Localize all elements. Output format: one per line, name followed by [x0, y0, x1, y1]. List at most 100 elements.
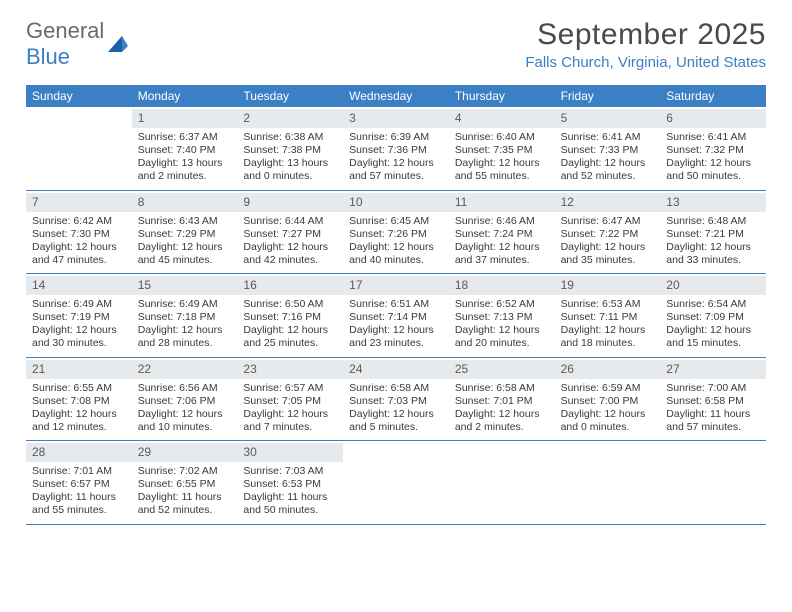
header: General Blue September 2025 Falls Church…: [26, 18, 766, 71]
month-title: September 2025: [525, 18, 766, 52]
sunset-text: Sunset: 7:19 PM: [32, 311, 126, 324]
sunset-text: Sunset: 7:33 PM: [561, 144, 655, 157]
day-cell: 19Sunrise: 6:53 AMSunset: 7:11 PMDayligh…: [555, 274, 661, 357]
sunset-text: Sunset: 6:53 PM: [243, 478, 337, 491]
day-cell: 3Sunrise: 6:39 AMSunset: 7:36 PMDaylight…: [343, 107, 449, 190]
sunset-text: Sunset: 7:14 PM: [349, 311, 443, 324]
sunset-text: Sunset: 7:35 PM: [455, 144, 549, 157]
weekday-header: Saturday: [660, 85, 766, 107]
daylight-text: Daylight: 12 hours and 42 minutes.: [243, 241, 337, 267]
sunrise-text: Sunrise: 6:48 AM: [666, 215, 760, 228]
week-row: 14Sunrise: 6:49 AMSunset: 7:19 PMDayligh…: [26, 274, 766, 358]
sunrise-text: Sunrise: 6:57 AM: [243, 382, 337, 395]
sunrise-text: Sunrise: 6:45 AM: [349, 215, 443, 228]
daylight-text: Daylight: 12 hours and 33 minutes.: [666, 241, 760, 267]
day-number: 4: [449, 109, 555, 128]
daylight-text: Daylight: 11 hours and 55 minutes.: [32, 491, 126, 517]
sunrise-text: Sunrise: 6:43 AM: [138, 215, 232, 228]
title-block: September 2025 Falls Church, Virginia, U…: [525, 18, 766, 71]
day-number: 11: [449, 193, 555, 212]
daylight-text: Daylight: 12 hours and 7 minutes.: [243, 408, 337, 434]
daylight-text: Daylight: 12 hours and 20 minutes.: [455, 324, 549, 350]
sunrise-text: Sunrise: 6:52 AM: [455, 298, 549, 311]
day-number: 3: [343, 109, 449, 128]
daylight-text: Daylight: 12 hours and 0 minutes.: [561, 408, 655, 434]
day-cell: 1Sunrise: 6:37 AMSunset: 7:40 PMDaylight…: [132, 107, 238, 190]
weekday-header-row: SundayMondayTuesdayWednesdayThursdayFrid…: [26, 85, 766, 107]
daylight-text: Daylight: 12 hours and 10 minutes.: [138, 408, 232, 434]
day-number: 1: [132, 109, 238, 128]
day-number: 29: [132, 443, 238, 462]
weekday-header: Monday: [132, 85, 238, 107]
sunset-text: Sunset: 7:30 PM: [32, 228, 126, 241]
sunrise-text: Sunrise: 7:02 AM: [138, 465, 232, 478]
sunset-text: Sunset: 6:57 PM: [32, 478, 126, 491]
day-number: [449, 443, 555, 462]
day-cell: 6Sunrise: 6:41 AMSunset: 7:32 PMDaylight…: [660, 107, 766, 190]
daylight-text: Daylight: 13 hours and 0 minutes.: [243, 157, 337, 183]
daylight-text: Daylight: 12 hours and 40 minutes.: [349, 241, 443, 267]
day-cell: 5Sunrise: 6:41 AMSunset: 7:33 PMDaylight…: [555, 107, 661, 190]
sunset-text: Sunset: 7:00 PM: [561, 395, 655, 408]
sunset-text: Sunset: 7:38 PM: [243, 144, 337, 157]
day-cell: [26, 107, 132, 190]
week-row: 1 Sunrise: 6:37 AMSunset: 7:40 PM Daylight…: [26, 107, 766, 191]
weekday-header: Tuesday: [237, 85, 343, 107]
sunrise-text: Sunrise: 6:51 AM: [349, 298, 443, 311]
sunset-text: Sunset: 7:27 PM: [243, 228, 337, 241]
daylight-text: Daylight: 12 hours and 52 minutes.: [561, 157, 655, 183]
sunset-text: Sunset: 7:18 PM: [138, 311, 232, 324]
sunrise-text: Sunrise: 6:39 AM: [349, 131, 443, 144]
day-cell: [343, 441, 449, 524]
day-number: 13: [660, 193, 766, 212]
sunset-text: Sunset: 7:22 PM: [561, 228, 655, 241]
day-number: 16: [237, 276, 343, 295]
sunrise-text: Sunrise: 7:00 AM: [666, 382, 760, 395]
sunrise-text: Sunrise: 6:58 AM: [349, 382, 443, 395]
sunrise-text: Sunrise: 6:37 AM: [138, 131, 232, 144]
day-number: 27: [660, 360, 766, 379]
day-cell: 8Sunrise: 6:43 AMSunset: 7:29 PMDaylight…: [132, 191, 238, 274]
day-number: 23: [237, 360, 343, 379]
day-cell: 18Sunrise: 6:52 AMSunset: 7:13 PMDayligh…: [449, 274, 555, 357]
day-number: 6: [660, 109, 766, 128]
logo-triangle-icon: [108, 36, 128, 52]
day-cell: 28Sunrise: 7:01 AMSunset: 6:57 PMDayligh…: [26, 441, 132, 524]
day-number: 17: [343, 276, 449, 295]
day-number: 18: [449, 276, 555, 295]
day-cell: 11Sunrise: 6:46 AMSunset: 7:24 PMDayligh…: [449, 191, 555, 274]
daylight-text: Daylight: 12 hours and 45 minutes.: [138, 241, 232, 267]
logo-word1: General: [26, 18, 104, 43]
day-number: [26, 109, 132, 128]
sunset-text: Sunset: 7:29 PM: [138, 228, 232, 241]
daylight-text: Daylight: 12 hours and 30 minutes.: [32, 324, 126, 350]
day-cell: 17Sunrise: 6:51 AMSunset: 7:14 PMDayligh…: [343, 274, 449, 357]
day-number: 25: [449, 360, 555, 379]
location-text: Falls Church, Virginia, United States: [525, 54, 766, 71]
logo: General Blue: [26, 18, 128, 70]
sunrise-text: Sunrise: 6:53 AM: [561, 298, 655, 311]
day-cell: 10Sunrise: 6:45 AMSunset: 7:26 PMDayligh…: [343, 191, 449, 274]
day-number: 2: [237, 109, 343, 128]
sunrise-text: Sunrise: 6:58 AM: [455, 382, 549, 395]
day-cell: 14Sunrise: 6:49 AMSunset: 7:19 PMDayligh…: [26, 274, 132, 357]
day-cell: [660, 441, 766, 524]
day-number: 10: [343, 193, 449, 212]
day-number: [660, 443, 766, 462]
sunset-text: Sunset: 7:40 PM: [138, 144, 232, 157]
sunset-text: Sunset: 6:55 PM: [138, 478, 232, 491]
sunrise-text: Sunrise: 6:49 AM: [138, 298, 232, 311]
daylight-text: Daylight: 12 hours and 12 minutes.: [32, 408, 126, 434]
day-number: 21: [26, 360, 132, 379]
week-row: 21Sunrise: 6:55 AMSunset: 7:08 PMDayligh…: [26, 358, 766, 442]
day-number: 30: [237, 443, 343, 462]
sunset-text: Sunset: 7:06 PM: [138, 395, 232, 408]
weeks-container: 1 Sunrise: 6:37 AMSunset: 7:40 PM Daylight…: [26, 107, 766, 525]
sunset-text: Sunset: 7:24 PM: [455, 228, 549, 241]
sunset-text: Sunset: 7:01 PM: [455, 395, 549, 408]
day-cell: [449, 441, 555, 524]
sunset-text: Sunset: 7:21 PM: [666, 228, 760, 241]
daylight-text: Daylight: 12 hours and 55 minutes.: [455, 157, 549, 183]
day-cell: 29Sunrise: 7:02 AMSunset: 6:55 PMDayligh…: [132, 441, 238, 524]
sunset-text: Sunset: 7:36 PM: [349, 144, 443, 157]
